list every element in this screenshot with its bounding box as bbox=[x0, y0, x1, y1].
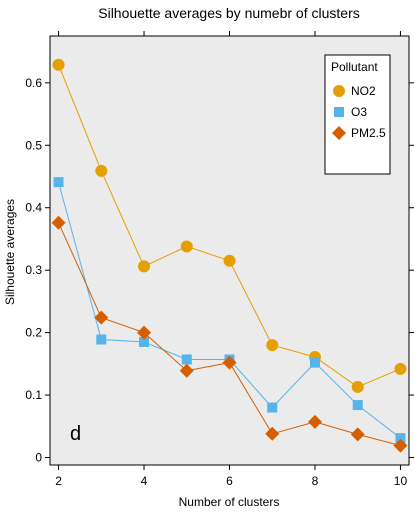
data-point-pm25 bbox=[265, 426, 280, 441]
legend-label-no2: NO2 bbox=[351, 84, 376, 98]
legend-item-o3: O3 bbox=[334, 105, 367, 119]
data-point-pm25 bbox=[179, 363, 194, 378]
data-point-o3 bbox=[352, 400, 363, 411]
panel-label: d bbox=[70, 423, 81, 445]
data-point-no2 bbox=[52, 58, 65, 71]
legend-marker-o3 bbox=[334, 107, 344, 117]
x-axis-label: Number of clusters bbox=[179, 495, 280, 509]
y-tick-label: 0 bbox=[35, 451, 42, 465]
data-point-pm25 bbox=[51, 215, 66, 230]
data-point-no2 bbox=[180, 240, 193, 253]
data-point-o3 bbox=[139, 336, 150, 347]
data-point-no2 bbox=[351, 380, 364, 393]
data-point-pm25 bbox=[137, 325, 152, 340]
y-tick-label: 0.2 bbox=[25, 326, 42, 340]
legend-item-no2: NO2 bbox=[333, 84, 376, 98]
data-point-pm25 bbox=[94, 310, 109, 325]
data-point-o3 bbox=[96, 334, 107, 345]
data-point-o3 bbox=[309, 357, 320, 368]
data-point-o3 bbox=[181, 354, 192, 365]
y-axis-label: Silhouette averages bbox=[3, 199, 17, 305]
y-tick-label: 0.1 bbox=[25, 388, 42, 402]
x-tick-label: 4 bbox=[141, 474, 148, 488]
legend-item-pm25: PM2.5 bbox=[332, 126, 386, 140]
data-point-pm25 bbox=[350, 427, 365, 442]
data-point-o3 bbox=[267, 402, 278, 413]
legend-marker-pm25 bbox=[332, 126, 346, 140]
data-point-no2 bbox=[223, 254, 236, 267]
series-pm25 bbox=[51, 215, 408, 453]
x-tick-label: 2 bbox=[55, 474, 62, 488]
legend-label-o3: O3 bbox=[351, 105, 367, 119]
data-point-no2 bbox=[95, 164, 108, 177]
data-point-o3 bbox=[53, 177, 64, 188]
legend-marker-no2 bbox=[333, 85, 345, 97]
data-point-no2 bbox=[138, 260, 151, 273]
x-tick-label: 10 bbox=[394, 474, 408, 488]
data-point-pm25 bbox=[222, 355, 237, 370]
y-tick-label: 0.3 bbox=[25, 263, 42, 277]
series-no2 bbox=[52, 58, 407, 393]
legend-label-pm25: PM2.5 bbox=[351, 126, 386, 140]
chart-title: Silhouette averages by numebr of cluster… bbox=[98, 5, 359, 21]
legend-title: Pollutant bbox=[331, 60, 378, 74]
y-tick-label: 0.6 bbox=[25, 76, 42, 90]
data-point-pm25 bbox=[307, 414, 322, 429]
x-tick-label: 6 bbox=[226, 474, 233, 488]
x-tick-label: 8 bbox=[312, 474, 319, 488]
legend: Pollutant NO2 O3 PM2.5 bbox=[324, 54, 391, 175]
y-tick-label: 0.4 bbox=[25, 201, 42, 215]
data-point-pm25 bbox=[393, 438, 408, 453]
data-point-no2 bbox=[266, 339, 279, 352]
data-point-o3 bbox=[395, 433, 406, 444]
data-point-no2 bbox=[394, 362, 407, 375]
y-tick-label: 0.5 bbox=[25, 138, 42, 152]
